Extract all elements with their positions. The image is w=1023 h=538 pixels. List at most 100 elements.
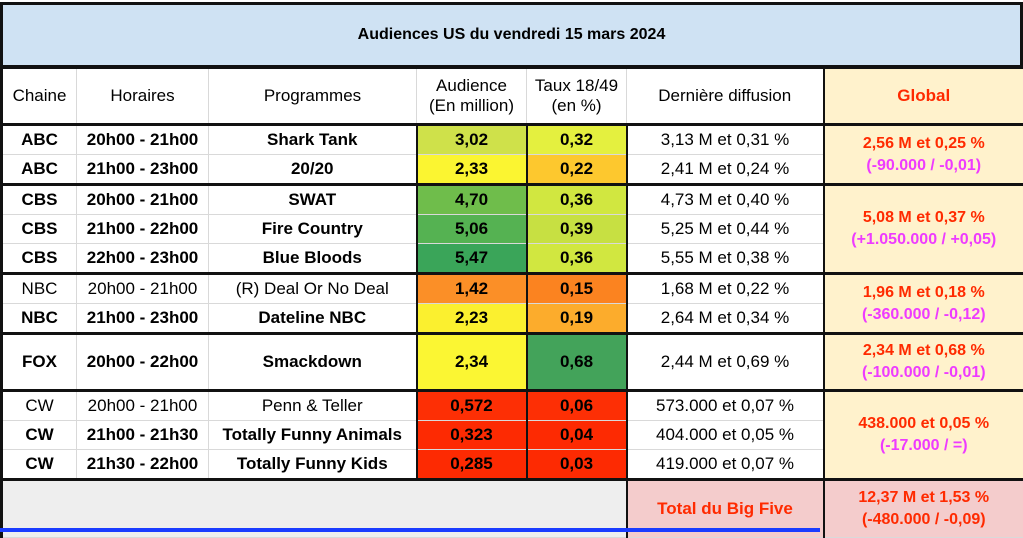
audience-table: Chaine Horaires Programmes Audience(En m… <box>0 66 1023 538</box>
title-band: Audiences US du vendredi 15 mars 2024 <box>0 2 1023 68</box>
cell-audience[interactable]: 5,06 <box>417 215 527 244</box>
cell-audience[interactable]: 1,42 <box>417 274 527 304</box>
cell-programme[interactable]: Totally Funny Kids <box>209 450 417 480</box>
header-audience[interactable]: Audience(En million) <box>417 68 527 125</box>
cell-derniere-diffusion[interactable]: 3,13 M et 0,31 % <box>627 125 824 155</box>
cell-chaine[interactable]: NBC <box>2 304 77 334</box>
global-main: 438.000 et 0,05 % <box>825 413 1023 435</box>
cell-programme[interactable]: 20/20 <box>209 155 417 185</box>
cell-chaine[interactable]: ABC <box>2 155 77 185</box>
header-audience-line1: Audience <box>436 76 507 95</box>
cell-chaine[interactable]: FOX <box>2 334 77 391</box>
cell-horaires[interactable]: 21h00 - 21h30 <box>77 421 209 450</box>
global-cell-abc[interactable]: 2,56 M et 0,25 %(-90.000 / -0,01) <box>824 125 1023 185</box>
cell-programme[interactable]: SWAT <box>209 185 417 215</box>
header-programmes[interactable]: Programmes <box>209 68 417 125</box>
cell-chaine[interactable]: CW <box>2 421 77 450</box>
cell-audience[interactable]: 3,02 <box>417 125 527 155</box>
header-derniere-diffusion[interactable]: Dernière diffusion <box>627 68 824 125</box>
cell-derniere-diffusion[interactable]: 4,73 M et 0,40 % <box>627 185 824 215</box>
cell-chaine[interactable]: ABC <box>2 125 77 155</box>
global-diff: (+1.050.000 / +0,05) <box>825 229 1023 251</box>
cell-audience[interactable]: 2,23 <box>417 304 527 334</box>
header-horaires[interactable]: Horaires <box>77 68 209 125</box>
cell-audience[interactable]: 4,70 <box>417 185 527 215</box>
cell-taux[interactable]: 0,19 <box>527 304 627 334</box>
cell-taux[interactable]: 0,36 <box>527 244 627 274</box>
cell-programme[interactable]: Fire Country <box>209 215 417 244</box>
global-main: 5,08 M et 0,37 % <box>825 207 1023 229</box>
cell-audience[interactable]: 0,323 <box>417 421 527 450</box>
cell-audience[interactable]: 2,34 <box>417 334 527 391</box>
cell-derniere-diffusion[interactable]: 404.000 et 0,05 % <box>627 421 824 450</box>
cell-taux[interactable]: 0,32 <box>527 125 627 155</box>
cell-horaires[interactable]: 20h00 - 22h00 <box>77 334 209 391</box>
cell-taux[interactable]: 0,68 <box>527 334 627 391</box>
cell-derniere-diffusion[interactable]: 2,64 M et 0,34 % <box>627 304 824 334</box>
cell-horaires[interactable]: 20h00 - 21h00 <box>77 125 209 155</box>
cell-derniere-diffusion[interactable]: 1,68 M et 0,22 % <box>627 274 824 304</box>
cell-programme[interactable]: Penn & Teller <box>209 391 417 421</box>
global-diff: (-90.000 / -0,01) <box>825 155 1023 177</box>
cell-derniere-diffusion[interactable]: 2,44 M et 0,69 % <box>627 334 824 391</box>
cell-derniere-diffusion[interactable]: 5,55 M et 0,38 % <box>627 244 824 274</box>
header-chaine[interactable]: Chaine <box>2 68 77 125</box>
global-cell-cbs[interactable]: 5,08 M et 0,37 %(+1.050.000 / +0,05) <box>824 185 1023 274</box>
cell-horaires[interactable]: 20h00 - 21h00 <box>77 185 209 215</box>
cell-horaires[interactable]: 21h30 - 22h00 <box>77 450 209 480</box>
cell-horaires[interactable]: 21h00 - 22h00 <box>77 215 209 244</box>
cell-programme[interactable]: Blue Bloods <box>209 244 417 274</box>
cell-chaine[interactable]: CBS <box>2 215 77 244</box>
cell-programme[interactable]: Totally Funny Animals <box>209 421 417 450</box>
global-main: 2,34 M et 0,68 % <box>825 340 1023 362</box>
cell-derniere-diffusion[interactable]: 419.000 et 0,07 % <box>627 450 824 480</box>
cell-taux[interactable]: 0,36 <box>527 185 627 215</box>
header-taux-line1: Taux 18/49 <box>535 76 618 95</box>
cell-audience[interactable]: 0,285 <box>417 450 527 480</box>
header-taux-line2: (en %) <box>551 96 601 115</box>
cell-audience[interactable]: 5,47 <box>417 244 527 274</box>
cell-chaine[interactable]: CBS <box>2 244 77 274</box>
global-cell-nbc[interactable]: 1,96 M et 0,18 %(-360.000 / -0,12) <box>824 274 1023 334</box>
cell-audience[interactable]: 0,572 <box>417 391 527 421</box>
cell-chaine[interactable]: CW <box>2 391 77 421</box>
cell-audience[interactable]: 2,33 <box>417 155 527 185</box>
cell-chaine[interactable]: CW <box>2 450 77 480</box>
cell-derniere-diffusion[interactable]: 2,41 M et 0,24 % <box>627 155 824 185</box>
cell-taux[interactable]: 0,15 <box>527 274 627 304</box>
page-title: Audiences US du vendredi 15 mars 2024 <box>358 26 666 44</box>
cell-horaires[interactable]: 21h00 - 23h00 <box>77 304 209 334</box>
cell-derniere-diffusion[interactable]: 573.000 et 0,07 % <box>627 391 824 421</box>
global-cell-fox[interactable]: 2,34 M et 0,68 %(-100.000 / -0,01) <box>824 334 1023 391</box>
cell-horaires[interactable]: 22h00 - 23h00 <box>77 244 209 274</box>
selection-line <box>0 528 820 532</box>
global-cell-cw[interactable]: 438.000 et 0,05 %(-17.000 / =) <box>824 391 1023 480</box>
cell-horaires[interactable]: 20h00 - 21h00 <box>77 274 209 304</box>
cell-taux[interactable]: 0,03 <box>527 450 627 480</box>
cell-programme[interactable]: Dateline NBC <box>209 304 417 334</box>
cell-taux[interactable]: 0,39 <box>527 215 627 244</box>
cell-horaires[interactable]: 20h00 - 21h00 <box>77 391 209 421</box>
cell-chaine[interactable]: NBC <box>2 274 77 304</box>
global-diff: (-100.000 / -0,01) <box>825 362 1023 384</box>
cell-derniere-diffusion[interactable]: 5,25 M et 0,44 % <box>627 215 824 244</box>
total-value[interactable]: 12,37 M et 1,53 % (-480.000 / -0,09) <box>824 480 1023 538</box>
header-row: Chaine Horaires Programmes Audience(En m… <box>2 68 1023 125</box>
cell-chaine[interactable]: CBS <box>2 185 77 215</box>
cell-taux[interactable]: 0,06 <box>527 391 627 421</box>
cell-programme[interactable]: Shark Tank <box>209 125 417 155</box>
cell-taux[interactable]: 0,22 <box>527 155 627 185</box>
cell-taux[interactable]: 0,04 <box>527 421 627 450</box>
cell-programme[interactable]: Smackdown <box>209 334 417 391</box>
cell-programme[interactable]: (R) Deal Or No Deal <box>209 274 417 304</box>
header-taux[interactable]: Taux 18/49(en %) <box>527 68 627 125</box>
global-main: 1,96 M et 0,18 % <box>825 282 1023 304</box>
header-global[interactable]: Global <box>824 68 1023 125</box>
cell-horaires[interactable]: 21h00 - 23h00 <box>77 155 209 185</box>
